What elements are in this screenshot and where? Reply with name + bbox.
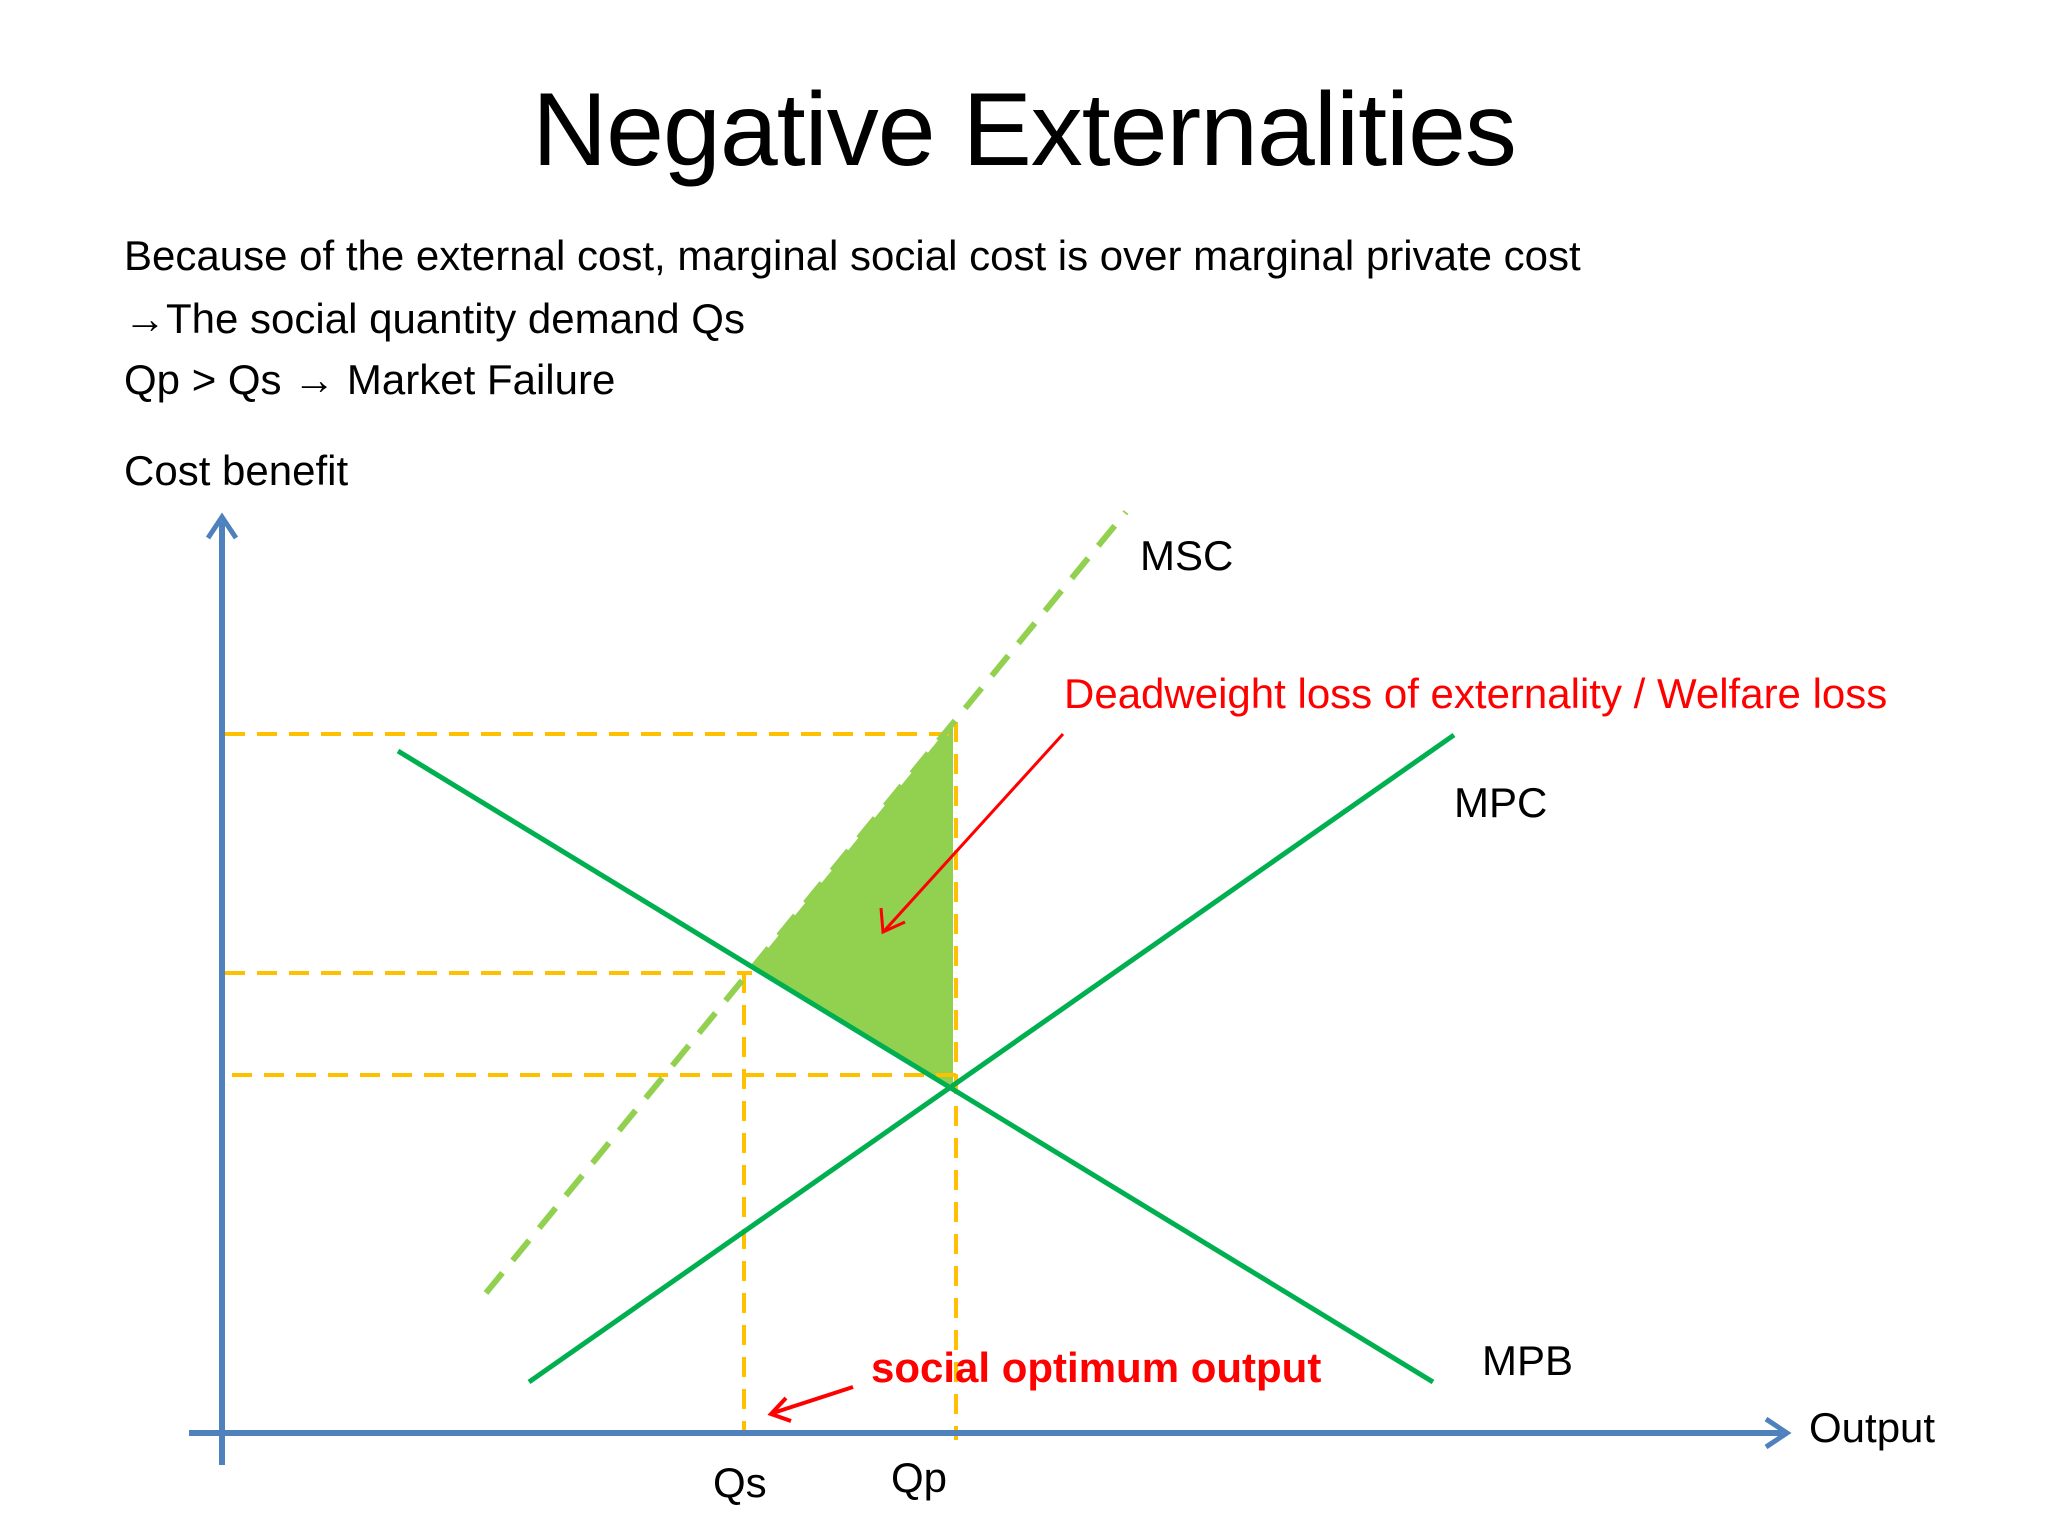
body-line-market-failure: Qp > Qs → Market Failure <box>124 356 616 403</box>
social-optimum-arrowhead-icon <box>767 1396 792 1423</box>
body-line-external-cost: Because of the external cost, marginal s… <box>124 232 1581 279</box>
guide-lines <box>225 722 958 1440</box>
y-axis-arrow-icon <box>205 512 239 540</box>
deadweight-loss-area <box>752 722 953 1092</box>
mpb-curve <box>396 748 1435 1385</box>
qs-tick-label: Qs <box>713 1459 767 1506</box>
body-line-social-quantity: →The social quantity demand Qs <box>124 295 745 342</box>
deadweight-loss-label: Deadweight loss of externality / Welfare… <box>1064 670 1887 717</box>
y-axis-label: Cost benefit <box>124 447 349 494</box>
x-axis-arrow-icon <box>1764 1416 1792 1450</box>
deadweight-loss-arrowhead-icon <box>879 907 906 935</box>
mpb-label: MPB <box>1482 1337 1573 1384</box>
slide-title: Negative Externalities <box>532 72 1517 188</box>
deadweight-loss-arrow <box>883 732 1065 932</box>
mpc-label: MPC <box>1454 779 1547 826</box>
qp-tick-label: Qp <box>891 1454 947 1501</box>
x-axis-label: Output <box>1809 1404 1935 1451</box>
msc-label: MSC <box>1140 532 1233 579</box>
mpc-curve <box>527 732 1456 1385</box>
msc-curve <box>483 510 1129 1295</box>
social-optimum-arrow <box>772 1385 854 1415</box>
social-optimum-label: social optimum output <box>871 1344 1321 1391</box>
